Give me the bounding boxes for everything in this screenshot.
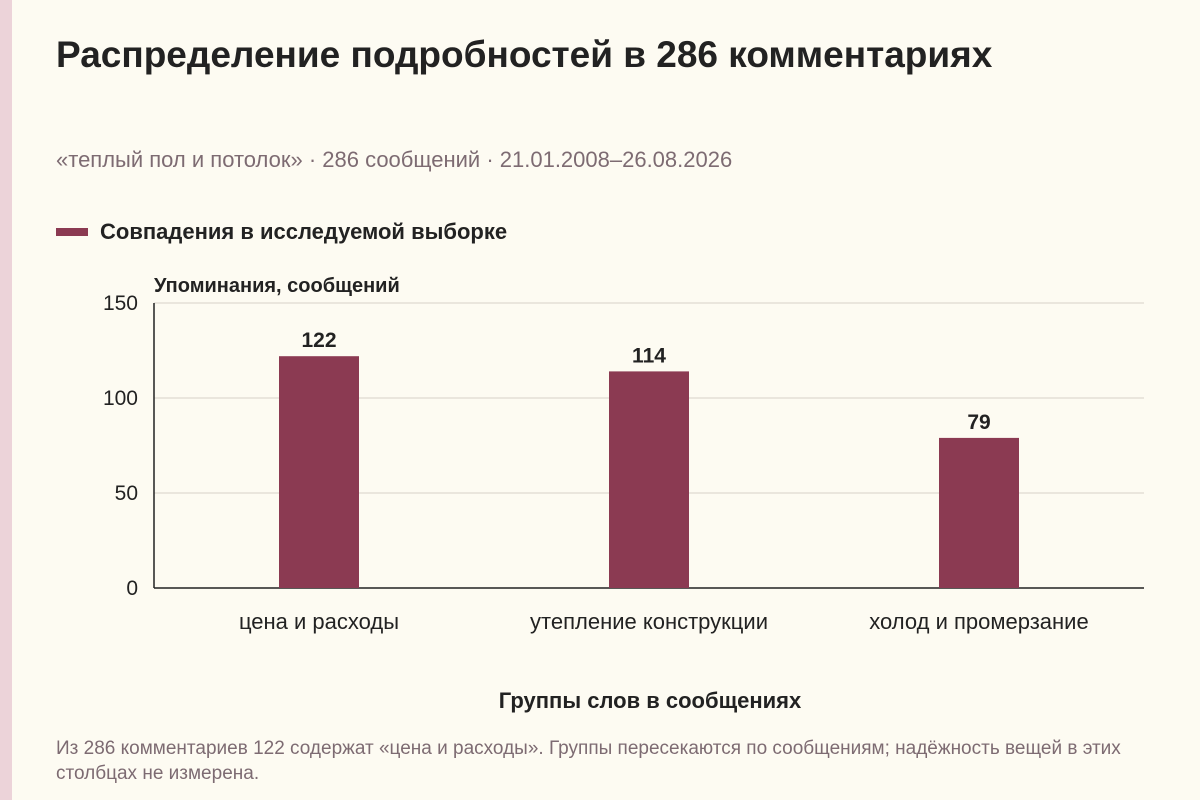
legend-label: Совпадения в исследуемой выборке [100,219,508,244]
bar-value-label: 114 [632,344,666,367]
x-tick-label: цена и расходы [239,609,399,634]
bar-chart: 0 50 100 150 122 цена и расходы 114 утепление … [103,275,1144,713]
y-tick-label: 50 [115,482,138,505]
footnote: Из 286 комментариев 122 содержат «цена и… [56,738,1121,784]
bar [279,356,359,588]
bars [279,356,1019,588]
legend: Совпадения в исследуемой выборке [56,218,507,246]
y-tick-label: 150 [103,292,138,315]
x-tick-label: утепление конструкции [530,609,768,634]
bar-value-label: 79 [967,411,990,434]
legend-swatch [56,228,88,236]
bar [609,371,689,588]
y-tick-label: 0 [126,577,138,600]
chart-title: Распределение подробностей в 286 коммент… [56,34,993,75]
x-axis-title: Группы слов в сообщениях [499,688,802,713]
y-tick-label: 100 [103,387,138,410]
chart-subtitle: «теплый пол и потолок» · 286 сообщений ·… [56,147,733,172]
side-accent-stripe [0,0,12,800]
data-labels: 122 цена и расходы 114 утепление конструкци… [239,329,1089,634]
bar [939,437,1019,588]
bar-value-label: 122 [301,329,336,352]
y-axis-title: Упоминания, сообщений [154,275,400,297]
x-tick-label: холод и промерзание [869,609,1088,634]
